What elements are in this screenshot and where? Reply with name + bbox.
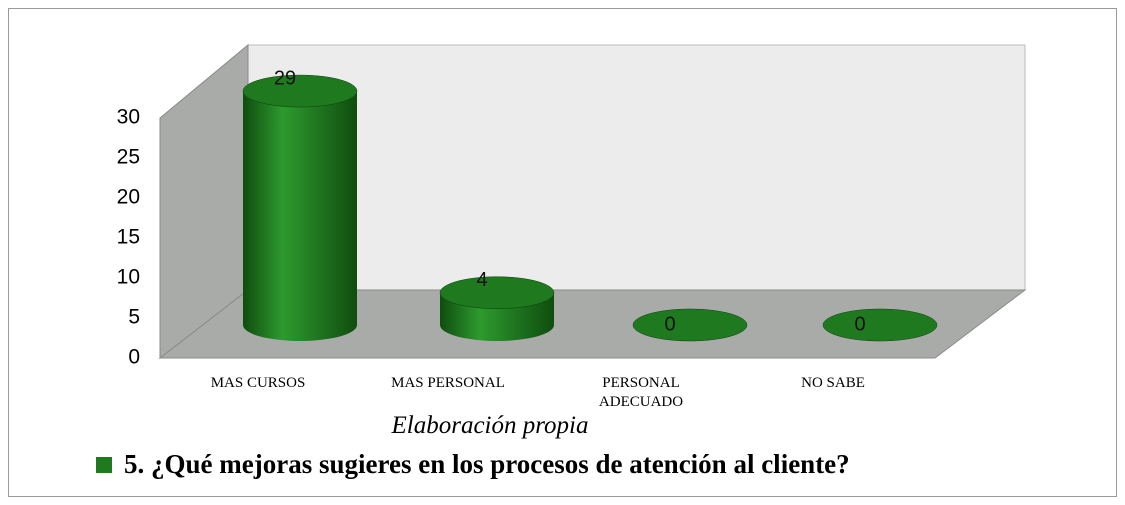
bar-top xyxy=(242,74,358,108)
legend-swatch xyxy=(96,456,112,473)
y-tick-label: 20 xyxy=(117,186,140,209)
y-tick-label: 15 xyxy=(117,226,140,249)
legend-label: 5. ¿Qué mejoras sugieres en los procesos… xyxy=(124,449,850,479)
bar xyxy=(242,74,358,341)
x-tick-label: NO SABE xyxy=(801,375,865,391)
y-tick-label: 10 xyxy=(117,266,140,289)
bar-body xyxy=(243,91,357,341)
x-tick-label: MAS PERSONAL xyxy=(391,375,505,391)
back-wall xyxy=(247,44,1026,291)
legend: 5. ¿Qué mejoras sugieres en los procesos… xyxy=(96,449,850,480)
floor xyxy=(158,289,1027,359)
bar xyxy=(822,308,938,342)
y-tick-label: 5 xyxy=(128,306,140,329)
bar xyxy=(632,308,748,342)
bar-top xyxy=(439,276,555,309)
annotation: Elaboración propia xyxy=(391,412,589,439)
y-tick-label: 25 xyxy=(117,146,140,169)
x-tick-label: MAS CURSOS xyxy=(210,375,306,391)
y-tick-label: 30 xyxy=(117,106,140,129)
y-tick-label: 0 xyxy=(128,346,140,369)
value-label: 0 xyxy=(664,313,675,335)
bar xyxy=(439,276,555,341)
bar-top xyxy=(632,308,748,342)
value-label: 4 xyxy=(476,269,487,291)
bar-top xyxy=(822,308,938,342)
x-tick-label: PERSONAL ADECUADO xyxy=(598,375,684,410)
frame xyxy=(8,8,1117,497)
value-label: 29 xyxy=(274,67,296,89)
value-label: 0 xyxy=(854,313,865,335)
